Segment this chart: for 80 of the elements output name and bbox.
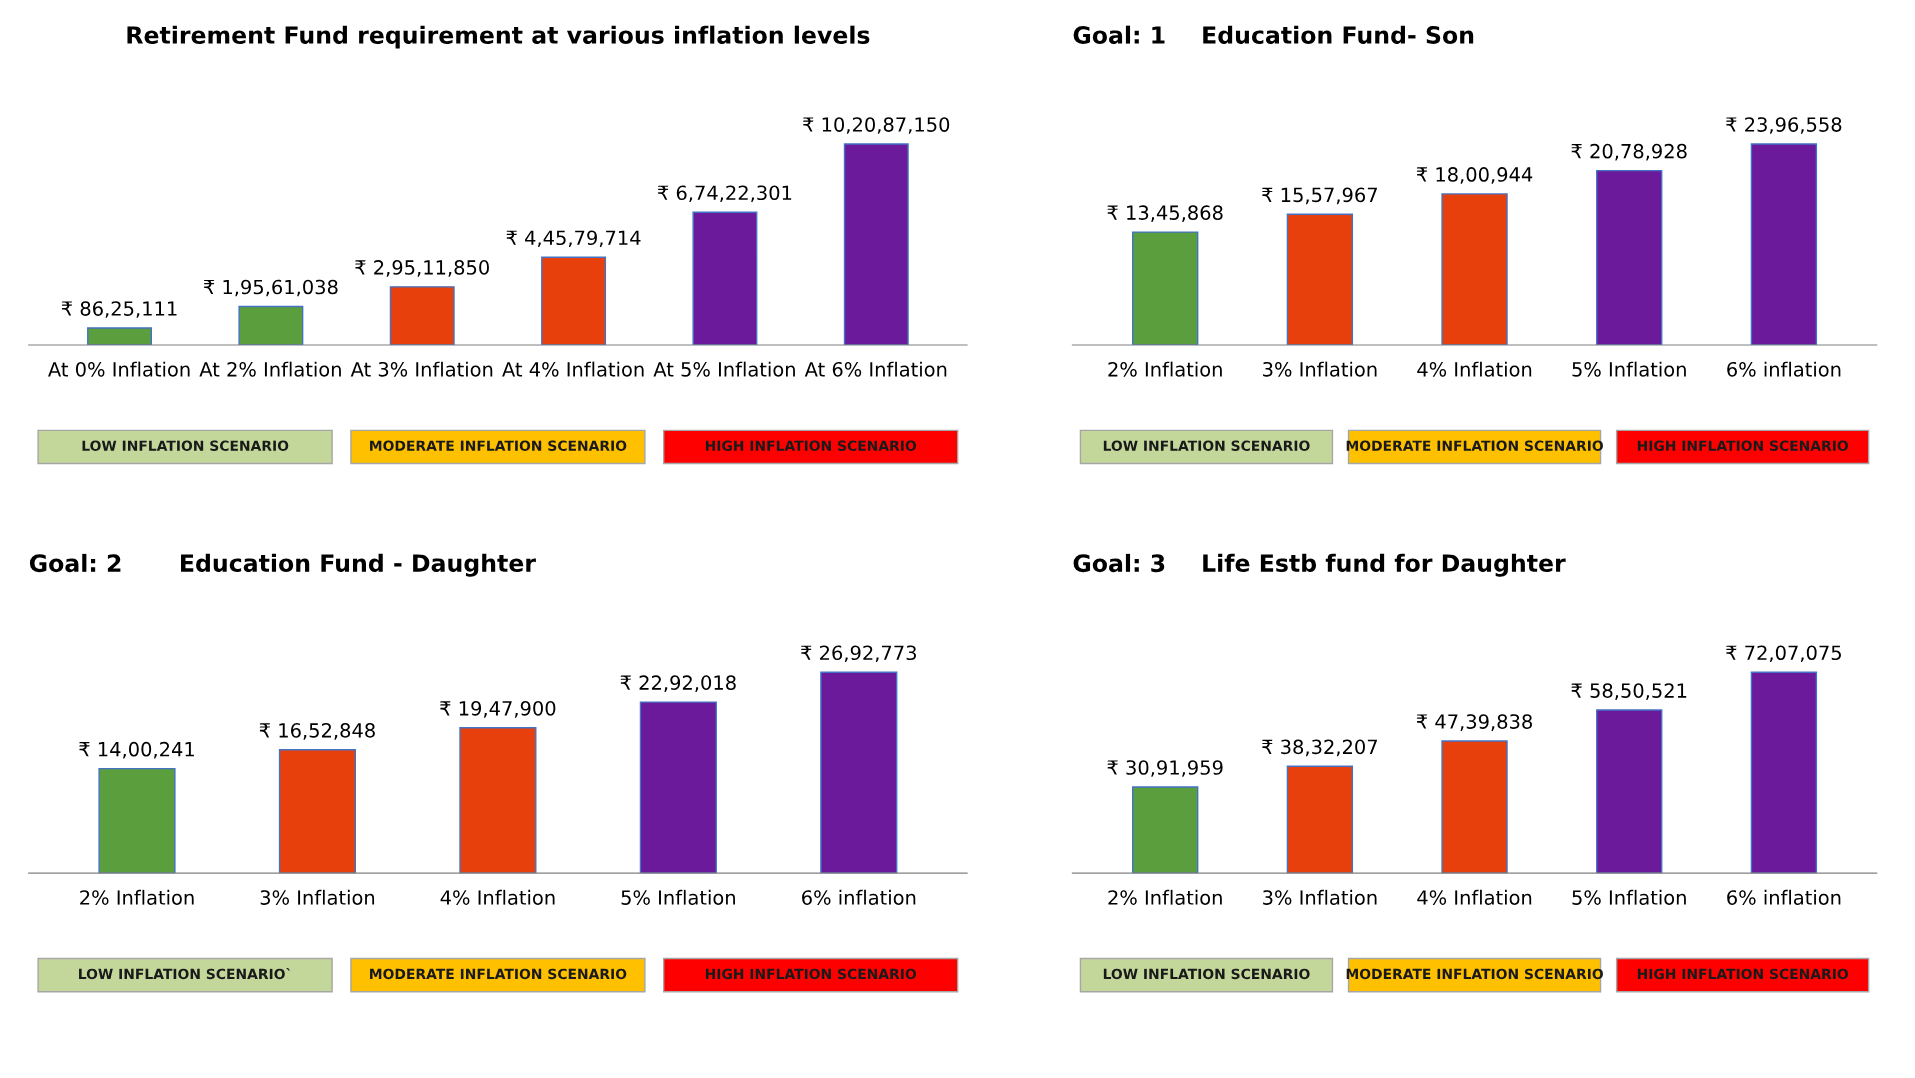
x-tick-label: At 0% Inflation xyxy=(48,361,190,377)
x-tick-label: 3% Inflation xyxy=(260,889,375,905)
x-tick-label: At 6% Inflation xyxy=(804,361,947,377)
text: LOW INFLATION SCENARIO xyxy=(1103,968,1310,980)
data-label: ₹ 30,91,959 xyxy=(1107,760,1223,777)
data-label: ₹ 18,00,944 xyxy=(1416,167,1533,184)
x-tick-label: 6% inflation xyxy=(1727,889,1841,905)
x-tick-label: At 2% Inflation xyxy=(199,361,341,377)
bar xyxy=(820,671,898,874)
bar xyxy=(1596,169,1663,345)
bar xyxy=(1596,709,1663,874)
x-tick-label: 3% Inflation xyxy=(1263,361,1377,377)
data-label: ₹ 23,96,558 xyxy=(1726,117,1842,134)
data-label: ₹ 26,92,773 xyxy=(801,645,916,663)
x-tick-label: 2% Inflation xyxy=(1108,889,1222,905)
data-label: ₹ 14,00,241 xyxy=(79,741,194,759)
x-tick-label: 6% inflation xyxy=(1727,361,1841,377)
data-label: ₹ 86,25,111 xyxy=(61,301,177,318)
text: LOW INFLATION SCENARIO` xyxy=(79,967,290,980)
bar xyxy=(1750,143,1818,345)
x-tick-label: At 3% Inflation xyxy=(350,361,493,377)
data-label: ₹ 47,39,838 xyxy=(1416,714,1532,731)
data-label: ₹ 1,95,61,038 xyxy=(203,279,338,297)
bar xyxy=(238,305,304,345)
data-label: ₹ 16,52,848 xyxy=(259,723,375,740)
chart-title: Goal: 2 xyxy=(29,553,121,573)
data-label: ₹ 10,20,87,150 xyxy=(803,117,950,134)
x-tick-label: At 5% Inflation xyxy=(653,361,795,377)
data-label: ₹ 22,92,018 xyxy=(620,675,736,692)
bar xyxy=(459,727,537,874)
bar xyxy=(87,327,153,345)
data-label: ₹ 19,47,900 xyxy=(440,700,556,718)
text: HIGH INFLATION SCENARIO xyxy=(705,968,917,980)
text: MODERATE INFLATION SCENARIO xyxy=(370,968,627,980)
chart-title: Retirement Fund requirement at various inflation levels xyxy=(127,25,870,49)
x-tick-label: 3% Inflation xyxy=(1263,889,1377,905)
x-tick-label: At 4% Inflation xyxy=(502,361,644,377)
x-tick-label: 4% Inflation xyxy=(1417,889,1532,905)
x-tick-label: 4% Inflation xyxy=(440,889,555,905)
x-tick-label: 5% Inflation xyxy=(621,889,735,905)
data-label: ₹ 58,50,521 xyxy=(1571,683,1687,700)
bar xyxy=(278,749,357,874)
text: LOW INFLATION SCENARIO xyxy=(82,440,289,451)
chart-title: Goal: 1 xyxy=(1073,25,1165,44)
bar xyxy=(1132,786,1199,874)
data-label: ₹ 15,57,967 xyxy=(1262,187,1377,205)
chart-title: Goal: 3 xyxy=(1073,553,1165,573)
bar xyxy=(1286,765,1354,874)
bar xyxy=(639,701,717,874)
data-label: ₹ 13,45,868 xyxy=(1107,205,1223,222)
bar xyxy=(1286,213,1354,345)
x-tick-label: 4% Inflation xyxy=(1417,361,1532,377)
bar xyxy=(541,256,607,345)
text: HIGH INFLATION SCENARIO xyxy=(1637,440,1848,451)
data-label: ₹ 4,45,79,714 xyxy=(506,230,641,248)
bar xyxy=(692,211,758,345)
x-tick-label: 5% Inflation xyxy=(1572,889,1686,905)
bar xyxy=(98,767,176,874)
bar xyxy=(1132,231,1199,345)
text: HIGH INFLATION SCENARIO xyxy=(1637,968,1848,980)
bar xyxy=(1750,671,1818,874)
bar xyxy=(389,286,455,345)
data-label: ₹ 20,78,928 xyxy=(1571,143,1687,161)
data-label: ₹ 2,95,11,850 xyxy=(355,260,489,277)
x-tick-label: 6% inflation xyxy=(802,889,916,905)
bar xyxy=(1441,740,1508,874)
chart-subtitle: Education Fund- Son xyxy=(1203,25,1474,44)
text: HIGH INFLATION SCENARIO xyxy=(705,440,917,451)
chart-subtitle: Education Fund - Daughter xyxy=(181,553,536,577)
data-label: ₹ 38,32,207 xyxy=(1262,739,1377,757)
x-tick-label: 2% Inflation xyxy=(1108,361,1222,377)
data-label: ₹ 6,74,22,301 xyxy=(657,185,792,203)
x-tick-label: 5% Inflation xyxy=(1572,361,1686,377)
chart-subtitle: Life Estb fund for Daughter xyxy=(1203,553,1566,577)
text: LOW INFLATION SCENARIO xyxy=(1103,440,1310,451)
data-label: ₹ 72,07,075 xyxy=(1726,645,1841,663)
x-tick-label: 2% Inflation xyxy=(80,889,194,905)
text: MODERATE INFLATION SCENARIO xyxy=(370,440,627,451)
bar xyxy=(1441,193,1508,345)
bar xyxy=(843,143,909,345)
